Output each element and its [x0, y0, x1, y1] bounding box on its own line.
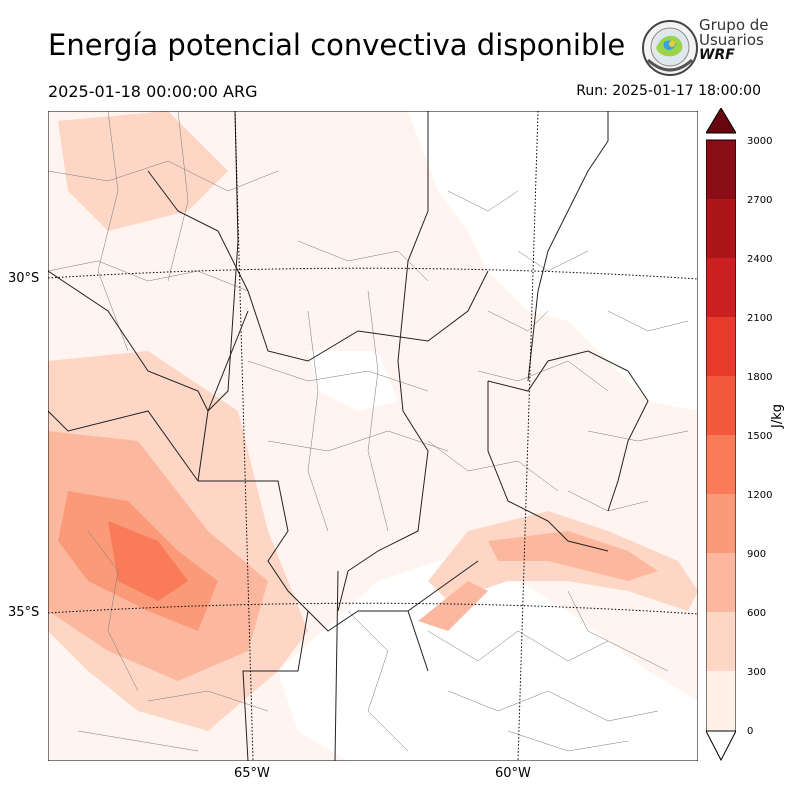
colorbar-tick-1500: 1500	[747, 431, 773, 442]
admin-boundaries	[48, 111, 689, 752]
colorbar-tick-0: 0	[747, 726, 754, 737]
colorbar-tick-600: 600	[747, 608, 767, 619]
cape-map	[48, 111, 698, 761]
colorbar-tick-2100: 2100	[747, 313, 773, 324]
lat-label-35s: 35°S	[8, 605, 40, 620]
colorbar-tick-1800: 1800	[747, 372, 773, 383]
logo-line1: Grupo de	[699, 16, 769, 34]
map-title: Energía potencial convectiva disponible	[48, 28, 626, 62]
province-boundaries	[48, 111, 649, 761]
lon-label-60w: 60°W	[495, 766, 531, 781]
colorbar-unit-label: J/kg	[770, 404, 785, 428]
wrf-logo-text: Grupo de Usuarios WRF	[699, 18, 769, 63]
wrf-logo-emblem	[642, 20, 698, 76]
colorbar-tick-900: 900	[747, 549, 767, 560]
run-time: Run: 2025-01-17 18:00:00	[576, 83, 761, 99]
colorbar-tick-2400: 2400	[747, 254, 773, 265]
logo-line2: Usuarios	[699, 31, 764, 49]
colorbar-tick-2700: 2700	[747, 195, 773, 206]
colorbar	[706, 108, 736, 762]
valid-time: 2025-01-18 00:00:00 ARG	[48, 82, 258, 101]
logo-line3: WRF	[699, 47, 735, 63]
lon-label-65w: 65°W	[234, 766, 270, 781]
colorbar-tick-3000: 3000	[747, 136, 773, 147]
colorbar-tick-1200: 1200	[747, 490, 773, 501]
colorbar-tick-300: 300	[747, 667, 767, 678]
lat-label-30s: 30°S	[8, 271, 40, 286]
graticule	[48, 111, 698, 761]
cape-field	[48, 111, 698, 761]
